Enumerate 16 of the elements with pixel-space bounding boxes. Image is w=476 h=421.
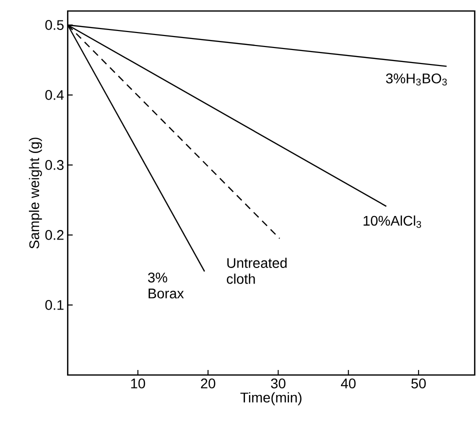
y-tick-label: 0.5 bbox=[45, 20, 64, 30]
y-tick-label: 0.2 bbox=[45, 230, 64, 240]
x-axis-title: Time(min) bbox=[240, 392, 302, 406]
series-label: 3% Borax bbox=[148, 272, 184, 298]
x-tick-label: 10 bbox=[131, 378, 146, 388]
x-tick-label: 20 bbox=[200, 378, 216, 388]
x-tick-label: 30 bbox=[270, 378, 286, 388]
y-axis-title: Sample weight (g) bbox=[28, 138, 42, 249]
y-tick-label: 0.1 bbox=[45, 300, 64, 310]
series-label: 10%AlCl$_{3}$ bbox=[364, 215, 422, 228]
series-label: Untreated cloth bbox=[226, 258, 287, 284]
y-tick-label: 0.4 bbox=[45, 90, 64, 100]
series-label: 3%H$_{3}$BO$_{3}$ bbox=[386, 73, 447, 86]
y-tick-label: 0.3 bbox=[45, 160, 64, 170]
x-tick-label: 40 bbox=[340, 378, 356, 388]
x-tick-label: 50 bbox=[411, 378, 426, 388]
